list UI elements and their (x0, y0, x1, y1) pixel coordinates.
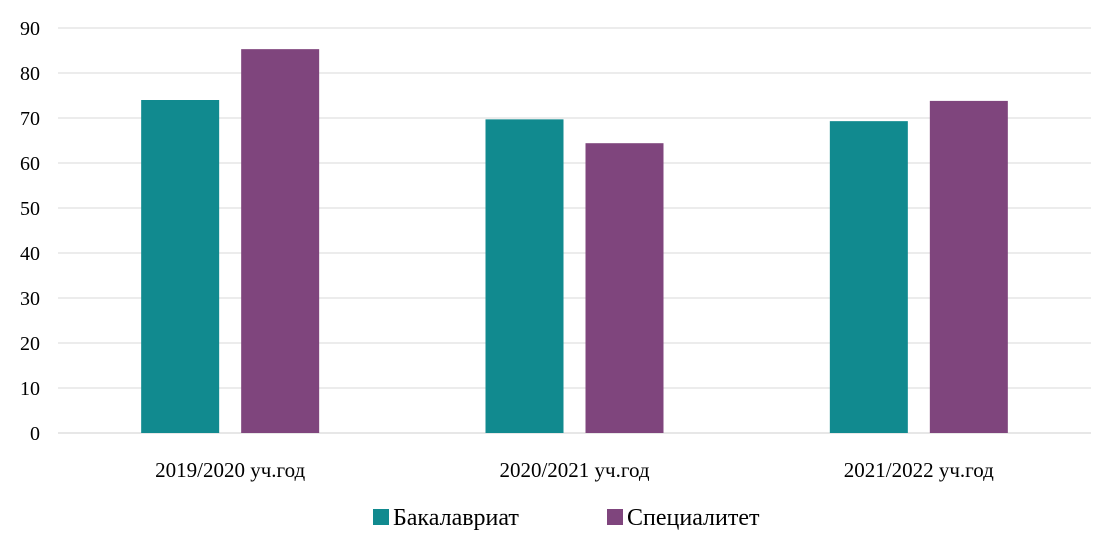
bar-bakalavriat (485, 119, 564, 433)
y-tick-label: 60 (20, 153, 40, 175)
y-tick-label: 20 (20, 333, 40, 355)
y-tick-label: 30 (20, 288, 40, 310)
y-tick-label: 80 (20, 63, 40, 85)
legend-swatch (373, 509, 389, 525)
legend-swatch (607, 509, 623, 525)
x-axis-tick-labels: 2019/2020 уч.год 2020/2021 уч.год 2021/202… (155, 458, 994, 482)
legend-label: Бакалавриат (393, 505, 519, 531)
y-tick-label: 50 (20, 198, 40, 220)
x-tick-label: 2020/2021 уч.год (499, 458, 649, 482)
bar-bakalavriat (141, 100, 220, 433)
bar-specialitet (585, 143, 664, 433)
y-tick-label: 40 (20, 243, 40, 265)
gridlines (58, 27, 1091, 434)
bar-specialitet (241, 49, 320, 434)
y-tick-label: 90 (20, 18, 40, 40)
x-tick-label: 2019/2020 уч.год (155, 458, 305, 482)
y-axis-tick-labels: 0 10 20 30 40 50 60 70 80 90 (20, 18, 40, 445)
x-tick-label: 2021/2022 уч.год (844, 458, 994, 482)
y-tick-label: 0 (30, 423, 40, 445)
bar-bakalavriat (829, 121, 908, 434)
bar-specialitet (929, 100, 1008, 434)
legend-label: Специалитет (627, 505, 760, 531)
y-tick-label: 10 (20, 378, 40, 400)
bars (141, 49, 1008, 434)
y-tick-label: 70 (20, 108, 40, 130)
legend: Бакалавриат Специалитет (373, 505, 760, 531)
